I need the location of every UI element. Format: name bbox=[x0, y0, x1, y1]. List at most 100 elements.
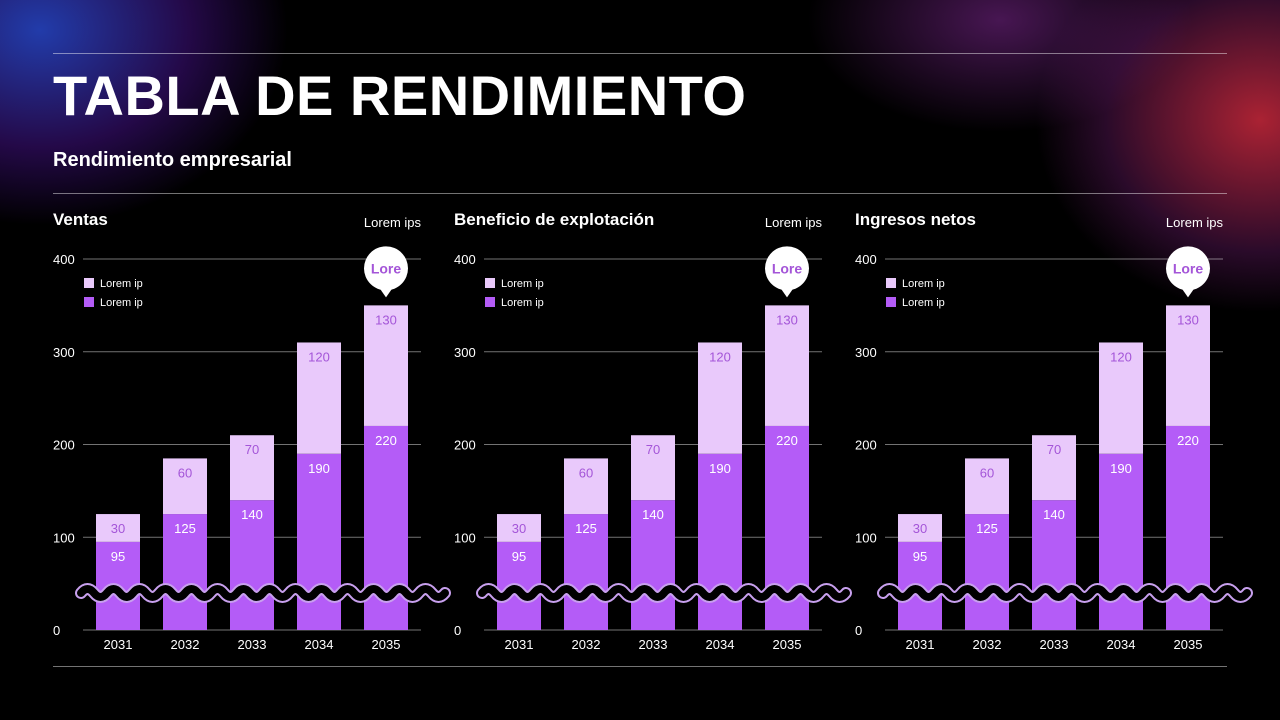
y-tick-label: 100 bbox=[454, 530, 476, 545]
bar-label-lower: 220 bbox=[1177, 433, 1199, 448]
legend-label: Lorem ip bbox=[902, 278, 945, 290]
bar-upper bbox=[698, 342, 742, 454]
chart-panel-ventas: Ventas Lorem ips 0 100 200 300 400 Lorem ip Lore… bbox=[53, 200, 451, 660]
bar-label-lower: 190 bbox=[709, 461, 731, 476]
bar-label-lower: 125 bbox=[174, 521, 196, 536]
bar-label-upper: 30 bbox=[913, 521, 927, 536]
y-tick-label: 400 bbox=[53, 252, 75, 267]
callout-text: Lore bbox=[1173, 260, 1204, 276]
bar-upper bbox=[230, 435, 274, 501]
legend-swatch bbox=[886, 278, 896, 288]
y-tick-label: 200 bbox=[855, 438, 877, 453]
bar-label-upper: 30 bbox=[111, 521, 125, 536]
callout-circle bbox=[765, 246, 809, 291]
axis-break bbox=[75, 583, 451, 603]
legend-swatch bbox=[84, 297, 94, 307]
bar-lower bbox=[230, 500, 274, 630]
bar-upper bbox=[564, 458, 608, 515]
bar-upper bbox=[898, 514, 942, 542]
callout-text: Lore bbox=[772, 260, 803, 276]
x-tick-label: 2033 bbox=[1040, 637, 1069, 652]
x-tick-label: 2035 bbox=[372, 637, 401, 652]
y-tick-label: 100 bbox=[855, 530, 877, 545]
page-title: TABLA DE RENDIMIENTO bbox=[53, 64, 747, 127]
x-tick-label: 2031 bbox=[104, 637, 133, 652]
y-tick-label: 200 bbox=[53, 438, 75, 453]
legend-swatch bbox=[485, 297, 495, 307]
bar-label-upper: 70 bbox=[646, 442, 660, 457]
chart-panel-ingresos: Ingresos netos Lorem ips 0 100 200 300 400 Lore… bbox=[855, 200, 1253, 660]
x-tick-label: 2031 bbox=[505, 637, 534, 652]
callout-pointer bbox=[780, 287, 794, 298]
x-tick-label: 2034 bbox=[706, 637, 735, 652]
axis-break-gap bbox=[478, 585, 850, 601]
bar-label-lower: 140 bbox=[241, 507, 263, 522]
bar-label-upper: 60 bbox=[980, 465, 994, 480]
bar-upper bbox=[364, 305, 408, 426]
x-tick-label: 2033 bbox=[238, 637, 267, 652]
bar-upper bbox=[631, 435, 675, 501]
bar-lower bbox=[297, 453, 341, 630]
bar-upper bbox=[163, 458, 207, 515]
chart-note: Lorem ips bbox=[364, 215, 422, 230]
bar-label-lower: 95 bbox=[913, 549, 927, 564]
legend-label: Lorem ip bbox=[100, 278, 143, 290]
x-tick-label: 2032 bbox=[171, 637, 200, 652]
bar-lower bbox=[1099, 453, 1143, 630]
bar-lower bbox=[163, 514, 207, 630]
bar-lower bbox=[965, 514, 1009, 630]
bar-label-lower: 220 bbox=[776, 433, 798, 448]
bar-label-lower: 220 bbox=[375, 433, 397, 448]
y-tick-label: 0 bbox=[53, 623, 60, 638]
chart-beneficio: Beneficio de explotación Lorem ips 0 100 200… bbox=[454, 210, 852, 652]
y-tick-label: 200 bbox=[454, 438, 476, 453]
legend-label: Lorem ip bbox=[100, 297, 143, 309]
bar-upper bbox=[765, 305, 809, 426]
bar-label-upper: 130 bbox=[776, 312, 798, 327]
bar-lower bbox=[698, 453, 742, 630]
callout-pointer bbox=[1181, 287, 1195, 298]
legend-label: Lorem ip bbox=[902, 297, 945, 309]
legend-label: Lorem ip bbox=[501, 297, 544, 309]
x-tick-label: 2034 bbox=[305, 637, 334, 652]
bar-upper bbox=[965, 458, 1009, 515]
chart-note: Lorem ips bbox=[765, 215, 823, 230]
bar-lower bbox=[564, 514, 608, 630]
chart-title: Beneficio de explotación bbox=[454, 210, 654, 229]
callout-bubble: Lore bbox=[765, 246, 809, 298]
bar-label-lower: 140 bbox=[642, 507, 664, 522]
y-tick-label: 300 bbox=[454, 345, 476, 360]
top-divider bbox=[53, 53, 1227, 54]
legend-swatch bbox=[485, 278, 495, 288]
x-tick-label: 2035 bbox=[1174, 637, 1203, 652]
bar-label-upper: 60 bbox=[579, 465, 593, 480]
bar-lower bbox=[631, 500, 675, 630]
legend-swatch bbox=[84, 278, 94, 288]
bar-label-lower: 125 bbox=[976, 521, 998, 536]
y-tick-label: 100 bbox=[53, 530, 75, 545]
axis-break-gap bbox=[77, 585, 449, 601]
bar-label-upper: 130 bbox=[375, 312, 397, 327]
chart-note: Lorem ips bbox=[1166, 215, 1224, 230]
axis-break bbox=[877, 583, 1253, 603]
y-tick-label: 0 bbox=[454, 623, 461, 638]
callout-pointer bbox=[379, 287, 393, 298]
chart-panel-beneficio: Beneficio de explotación Lorem ips 0 100 200… bbox=[454, 200, 852, 660]
y-tick-label: 0 bbox=[855, 623, 862, 638]
bar-label-lower: 95 bbox=[512, 549, 526, 564]
callout-bubble: Lore bbox=[1166, 246, 1210, 298]
x-tick-label: 2031 bbox=[906, 637, 935, 652]
bar-label-upper: 30 bbox=[512, 521, 526, 536]
bar-label-upper: 120 bbox=[308, 349, 330, 364]
bar-upper bbox=[1166, 305, 1210, 426]
callout-bubble: Lore bbox=[364, 246, 408, 298]
bar-upper bbox=[497, 514, 541, 542]
bar-upper bbox=[1099, 342, 1143, 454]
x-tick-label: 2034 bbox=[1107, 637, 1136, 652]
bar-label-lower: 140 bbox=[1043, 507, 1065, 522]
bar-label-upper: 60 bbox=[178, 465, 192, 480]
x-tick-label: 2032 bbox=[973, 637, 1002, 652]
bar-label-lower: 125 bbox=[575, 521, 597, 536]
bar-upper bbox=[1032, 435, 1076, 501]
y-tick-label: 400 bbox=[855, 252, 877, 267]
